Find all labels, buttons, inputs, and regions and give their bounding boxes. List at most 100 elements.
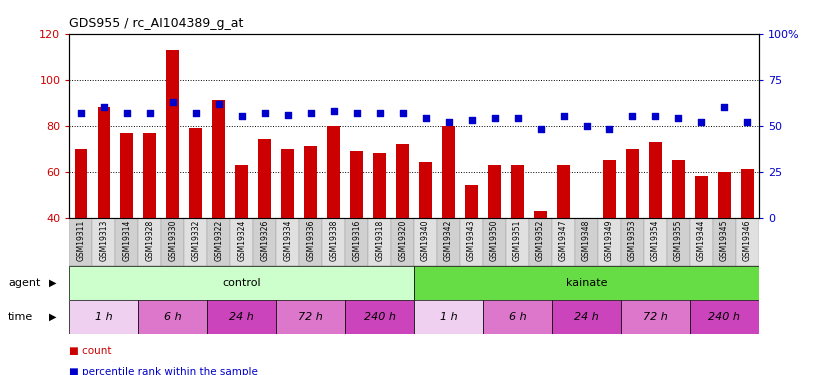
Text: agent: agent (8, 278, 41, 288)
Text: ▶: ▶ (49, 312, 56, 322)
Bar (650, 142, 662, 218)
Text: ■ percentile rank within the sample: ■ percentile rank within the sample (69, 367, 258, 375)
Text: GSM19334: GSM19334 (283, 220, 292, 261)
Text: 24 h: 24 h (229, 312, 254, 322)
Text: 1 h: 1 h (95, 312, 113, 322)
Point (396, 110, 409, 116)
Point (580, 123, 593, 129)
Bar (483, 300, 552, 334)
Text: GSM19350: GSM19350 (490, 220, 499, 261)
Text: 24 h: 24 h (574, 312, 599, 322)
Text: GSM19345: GSM19345 (720, 220, 729, 261)
Point (465, 117, 478, 123)
Bar (488, 165, 501, 218)
Point (304, 110, 317, 116)
Text: control: control (223, 278, 261, 288)
Bar (667, 217, 690, 266)
Bar (121, 132, 133, 218)
Bar (207, 217, 230, 266)
Bar (327, 126, 340, 218)
Text: GSM19336: GSM19336 (306, 220, 315, 261)
Bar (690, 217, 713, 266)
Bar (189, 128, 202, 218)
Point (649, 113, 662, 119)
Bar (98, 107, 110, 218)
Bar (557, 165, 570, 218)
Bar (512, 165, 524, 218)
Bar (276, 300, 345, 334)
Bar (575, 217, 598, 266)
Bar (236, 165, 248, 218)
Point (603, 126, 616, 132)
Bar (534, 211, 547, 218)
Bar (506, 217, 529, 266)
Bar (74, 148, 87, 217)
Bar (603, 160, 616, 218)
Bar (69, 217, 92, 266)
Bar (322, 217, 345, 266)
Bar (345, 300, 414, 334)
Bar (598, 217, 621, 266)
Text: GSM19340: GSM19340 (421, 220, 430, 261)
Bar (69, 266, 414, 300)
Bar (736, 217, 759, 266)
Text: GSM19330: GSM19330 (168, 220, 177, 261)
Bar (207, 300, 276, 334)
Bar (92, 217, 115, 266)
Point (695, 119, 708, 125)
Bar (529, 217, 552, 266)
Text: GSM19313: GSM19313 (100, 220, 109, 261)
Text: GSM19352: GSM19352 (536, 220, 545, 261)
Text: GSM19322: GSM19322 (215, 220, 224, 261)
Point (282, 112, 295, 118)
Text: GSM19316: GSM19316 (353, 220, 361, 261)
Point (442, 119, 455, 125)
Bar (139, 300, 207, 334)
Bar (304, 146, 317, 218)
Bar (414, 217, 437, 266)
Text: 6 h: 6 h (164, 312, 182, 322)
Point (327, 108, 340, 114)
Point (74, 110, 87, 116)
Text: GSM19338: GSM19338 (329, 220, 338, 261)
Text: ▶: ▶ (49, 278, 56, 288)
Bar (162, 217, 184, 266)
Bar (345, 217, 368, 266)
Bar (350, 151, 363, 217)
Bar (212, 100, 225, 218)
Point (120, 110, 133, 116)
Bar (718, 172, 730, 217)
Bar (713, 217, 736, 266)
Bar (621, 217, 644, 266)
Bar (483, 217, 506, 266)
Point (144, 110, 157, 116)
Point (534, 126, 547, 132)
Text: GSM19347: GSM19347 (559, 220, 568, 261)
Point (235, 113, 248, 119)
Bar (144, 132, 156, 218)
Point (557, 113, 570, 119)
Point (718, 104, 731, 110)
Bar (626, 148, 639, 217)
Text: GSM19349: GSM19349 (605, 220, 614, 261)
Bar (166, 50, 179, 217)
Bar (115, 217, 139, 266)
Text: 72 h: 72 h (299, 312, 323, 322)
Text: GSM19342: GSM19342 (444, 220, 453, 261)
Bar (253, 217, 276, 266)
Bar (414, 300, 483, 334)
Bar (465, 185, 478, 218)
Text: GSM19326: GSM19326 (260, 220, 269, 261)
Point (419, 115, 432, 121)
Bar (419, 162, 432, 218)
Bar (695, 176, 707, 218)
Point (672, 115, 685, 121)
Bar (374, 153, 386, 218)
Text: GSM19355: GSM19355 (674, 220, 683, 261)
Point (511, 115, 524, 121)
Bar (442, 126, 455, 218)
Text: GSM19318: GSM19318 (375, 220, 384, 261)
Text: GSM19324: GSM19324 (237, 220, 246, 261)
Text: GSM19353: GSM19353 (628, 220, 637, 261)
Bar (741, 169, 754, 217)
